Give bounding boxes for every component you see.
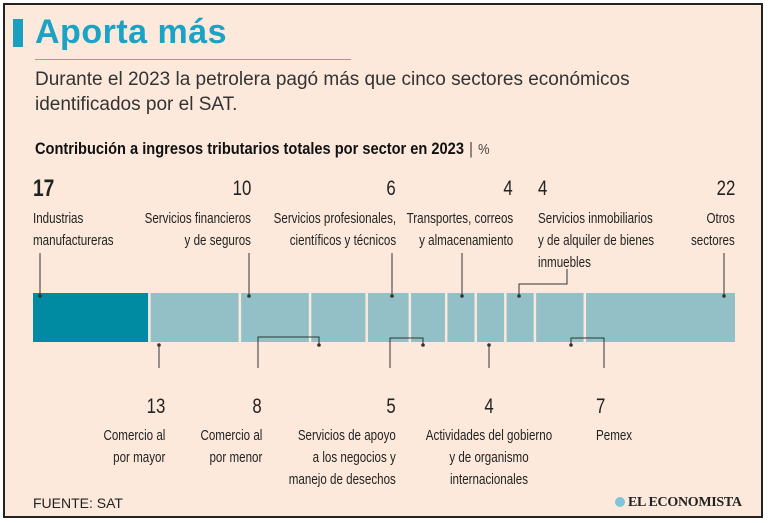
category-label: Servicios de apoyo a los negocios y mane… <box>288 428 396 488</box>
stacked-bar-chart <box>33 253 735 368</box>
bar-segment <box>241 293 309 342</box>
bar-segment <box>150 293 239 342</box>
logo-text: EL ECONOMISTA <box>628 495 742 510</box>
leader-line <box>257 336 320 368</box>
bar-segment <box>311 293 366 342</box>
bar-segment <box>536 293 584 342</box>
leader-dot <box>390 294 394 298</box>
value-label: 5 <box>386 395 396 418</box>
value-label: 10 <box>232 177 251 200</box>
category-label: Otros sectores <box>691 211 735 249</box>
leader-dot <box>517 294 521 298</box>
category-label: Servicios financieros y de seguros <box>144 211 251 249</box>
bar-segment <box>411 293 445 342</box>
leader-dot <box>569 343 573 347</box>
leader-line <box>389 337 424 368</box>
category-label: Pemex <box>596 428 633 444</box>
page-title: Aporta más <box>35 13 228 51</box>
value-label: 17 <box>33 175 55 202</box>
chart-title-text: Contribución a ingresos tributarios tota… <box>35 139 464 158</box>
title-accent-bar <box>13 19 23 47</box>
category-label: Comercio al por mayor <box>103 428 165 466</box>
bar-segment <box>447 293 475 342</box>
category-label: Industrias manufactureras <box>33 211 114 249</box>
value-label: 8 <box>252 395 262 418</box>
category-label: Servicios inmobiliarios y de alquiler de… <box>538 211 655 271</box>
value-label: 4 <box>484 395 494 418</box>
leader-dot <box>317 343 321 347</box>
value-label: 7 <box>596 395 606 418</box>
category-label: Actividades del gobierno y de organismo … <box>425 428 553 488</box>
value-label: 4 <box>503 177 513 200</box>
leader-line <box>518 269 568 296</box>
bar-segment <box>506 293 534 342</box>
title-divider <box>35 59 351 60</box>
infographic: Aporta más Durante el 2023 la petrolera … <box>3 3 763 518</box>
leader-dot <box>460 294 464 298</box>
bar-segment <box>477 293 505 342</box>
chart-title: Contribución a ingresos tributarios tota… <box>35 139 490 159</box>
leader-dot <box>487 343 491 347</box>
category-label: Transportes, correos y almacenamiento <box>406 211 513 249</box>
chart-unit: % <box>478 141 490 158</box>
source-note: FUENTE: SAT <box>33 495 123 511</box>
leader-dot <box>421 343 425 347</box>
bar-segment <box>33 293 149 342</box>
leader-dot <box>247 294 251 298</box>
publisher-logo: EL ECONOMISTA <box>615 495 742 511</box>
value-label: 13 <box>146 395 165 418</box>
leader-dot <box>38 294 42 298</box>
bar-segment <box>586 293 735 342</box>
bar-segment <box>367 293 409 342</box>
value-label: 22 <box>716 177 735 200</box>
leader-dot <box>722 294 726 298</box>
leader-line <box>570 337 605 368</box>
separator: | <box>469 139 473 158</box>
category-label: Comercio al por menor <box>200 428 262 466</box>
leader-dot <box>157 343 161 347</box>
logo-icon <box>615 497 625 507</box>
value-label: 6 <box>386 177 396 200</box>
value-label: 4 <box>538 177 548 200</box>
subtitle: Durante el 2023 la petrolera pagó más qu… <box>35 69 630 115</box>
category-label: Servicios profesionales, científicos y t… <box>273 211 396 249</box>
